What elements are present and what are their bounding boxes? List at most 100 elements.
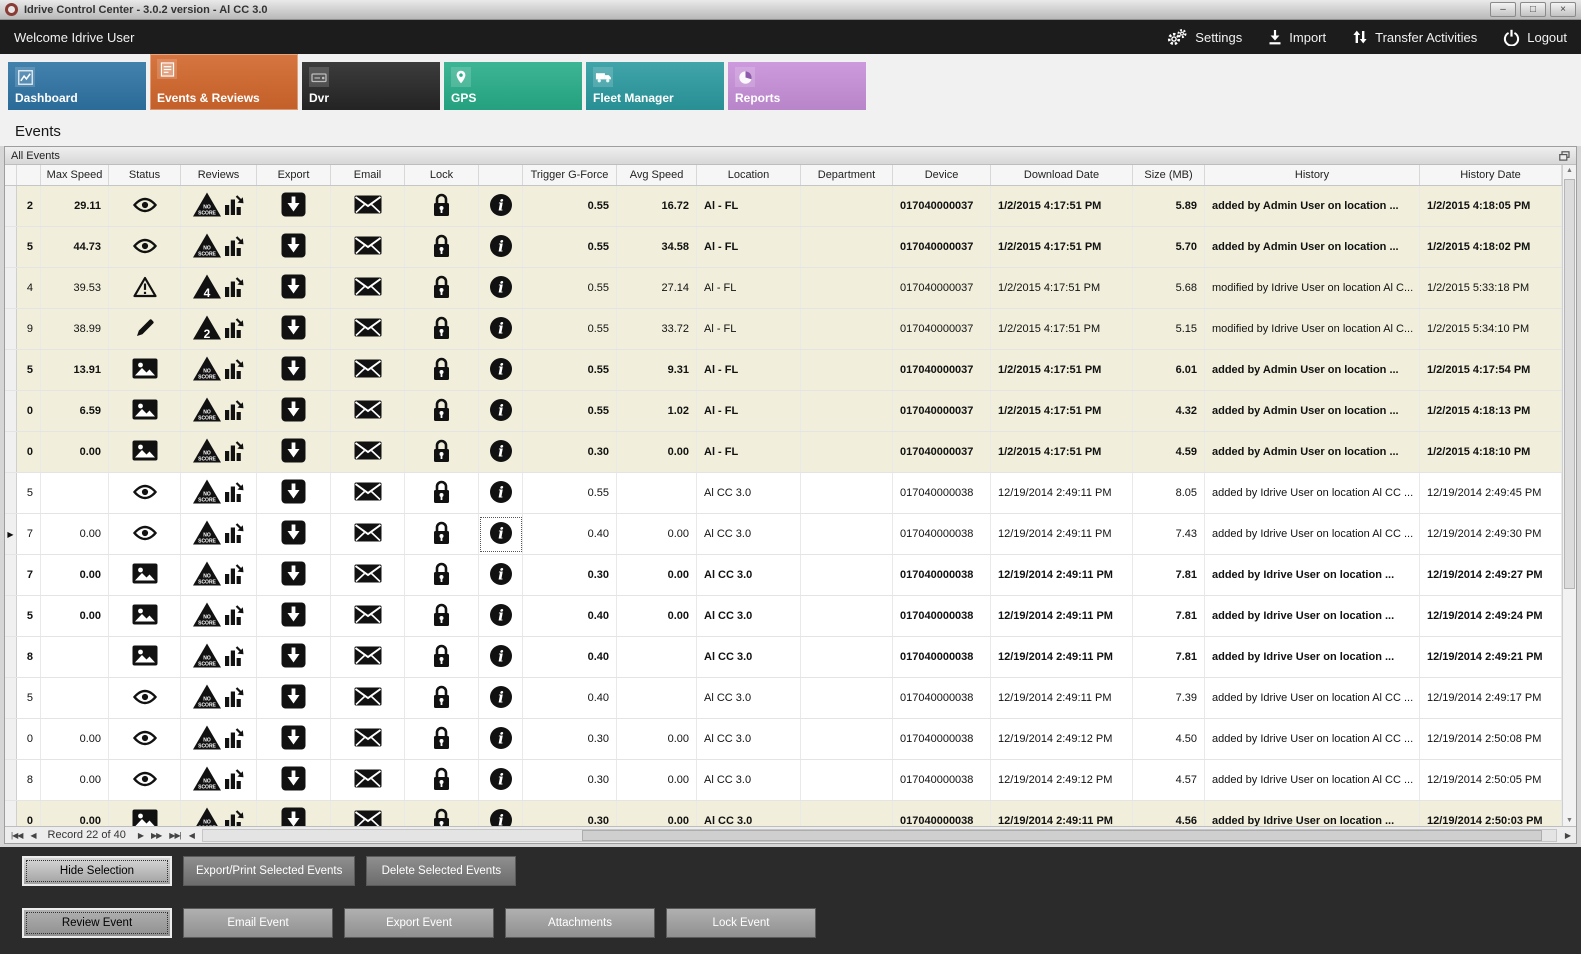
export-event-button[interactable]: Export Event <box>344 908 494 938</box>
lock-icon[interactable] <box>432 234 451 261</box>
export-icon[interactable] <box>281 397 306 425</box>
row-selector-cell[interactable] <box>5 268 17 308</box>
review-chart-icon[interactable] <box>224 481 245 506</box>
review-chart-icon[interactable] <box>224 235 245 260</box>
horizontal-scrollbar[interactable] <box>201 828 1557 842</box>
maximize-button[interactable]: □ <box>1520 2 1546 17</box>
info-cell[interactable]: i <box>479 637 523 677</box>
email-cell[interactable] <box>331 227 405 267</box>
email-cell[interactable] <box>331 432 405 472</box>
review-chart-icon[interactable] <box>224 809 245 826</box>
review-score-triangle-icon[interactable]: 2 <box>192 314 222 344</box>
review-chart-icon[interactable] <box>224 727 245 752</box>
vertical-scroll-thumb[interactable] <box>1564 179 1575 589</box>
row-selector-cell[interactable]: ▶ <box>5 514 17 554</box>
table-row[interactable]: 5 NO SCORE i 0.40 Al CC 3.0 017040000038 12/19/… <box>5 678 1562 719</box>
row-selector-cell[interactable] <box>5 801 17 826</box>
review-chart-icon[interactable] <box>224 317 245 342</box>
email-cell[interactable] <box>331 391 405 431</box>
email-envelope-icon[interactable] <box>354 441 382 463</box>
export-icon[interactable] <box>281 766 306 794</box>
export-cell[interactable] <box>257 309 331 349</box>
table-row[interactable]: 5 44.73 NO SCORE i 0.55 34.58 Al - FL 0170400000… <box>5 227 1562 268</box>
column-header-lock[interactable]: Lock <box>405 165 479 185</box>
email-envelope-icon[interactable] <box>354 523 382 545</box>
tab-events-reviews[interactable]: Events & Reviews <box>150 54 298 110</box>
reviews-cell[interactable]: 4 <box>181 268 257 308</box>
export-icon[interactable] <box>281 274 306 302</box>
info-cell[interactable]: i <box>479 596 523 636</box>
info-icon[interactable]: i <box>489 439 513 466</box>
lock-cell[interactable] <box>405 555 479 595</box>
column-header-export[interactable]: Export <box>257 165 331 185</box>
review-chart-icon[interactable] <box>224 358 245 383</box>
lock-icon[interactable] <box>432 685 451 712</box>
export-cell[interactable] <box>257 637 331 677</box>
email-envelope-icon[interactable] <box>354 687 382 709</box>
table-row[interactable]: 5 13.91 NO SCORE i 0.55 9.31 Al - FL 01704000003… <box>5 350 1562 391</box>
lock-cell[interactable] <box>405 432 479 472</box>
column-header-avg-speed[interactable]: Avg Speed <box>617 165 697 185</box>
row-selector-cell[interactable] <box>5 186 17 226</box>
lock-cell[interactable] <box>405 227 479 267</box>
row-selector-cell[interactable] <box>5 432 17 472</box>
export-cell[interactable] <box>257 473 331 513</box>
export-icon[interactable] <box>281 643 306 671</box>
email-envelope-icon[interactable] <box>354 769 382 791</box>
column-header-location[interactable]: Location <box>697 165 801 185</box>
export-cell[interactable] <box>257 555 331 595</box>
lock-cell[interactable] <box>405 760 479 800</box>
info-icon[interactable]: i <box>489 767 513 794</box>
info-cell[interactable]: i <box>479 391 523 431</box>
export-icon[interactable] <box>281 520 306 548</box>
row-selector-cell[interactable] <box>5 678 17 718</box>
table-row[interactable]: 2 29.11 NO SCORE i 0.55 16.72 Al - FL 0170400000… <box>5 186 1562 227</box>
export-icon[interactable] <box>281 684 306 712</box>
vertical-scrollbar[interactable]: ▲ ▼ <box>1562 165 1576 826</box>
lock-cell[interactable] <box>405 309 479 349</box>
last-record-button[interactable]: ▶▶| <box>169 830 181 840</box>
email-cell[interactable] <box>331 514 405 554</box>
export-icon[interactable] <box>281 233 306 261</box>
email-cell[interactable] <box>331 596 405 636</box>
lock-cell[interactable] <box>405 596 479 636</box>
info-cell[interactable]: i <box>479 227 523 267</box>
email-cell[interactable] <box>331 268 405 308</box>
tab-gps[interactable]: GPS <box>444 62 582 110</box>
export-cell[interactable] <box>257 432 331 472</box>
info-icon[interactable]: i <box>489 398 513 425</box>
review-chart-icon[interactable] <box>224 399 245 424</box>
email-envelope-icon[interactable] <box>354 728 382 750</box>
lock-icon[interactable] <box>432 726 451 753</box>
export-cell[interactable] <box>257 678 331 718</box>
tab-dvr[interactable]: Dvr <box>302 62 440 110</box>
lock-icon[interactable] <box>432 562 451 589</box>
table-row[interactable]: 0 0.00 NO SCORE i 0.30 0.00 Al - FL 017040000037… <box>5 432 1562 473</box>
table-row[interactable]: ▶ 7 0.00 NO SCORE i 0.40 0.00 Al CC 3.0 017040000… <box>5 514 1562 555</box>
review-chart-icon[interactable] <box>224 563 245 588</box>
column-header-department[interactable]: Department <box>801 165 893 185</box>
row-selector-cell[interactable] <box>5 637 17 677</box>
lock-icon[interactable] <box>432 808 451 826</box>
next-record-button[interactable]: ▶ <box>137 830 144 840</box>
review-chart-icon[interactable] <box>224 276 245 301</box>
info-cell[interactable]: i <box>479 801 523 826</box>
export-cell[interactable] <box>257 514 331 554</box>
minimize-button[interactable]: – <box>1490 2 1516 17</box>
lock-cell[interactable] <box>405 391 479 431</box>
info-icon[interactable]: i <box>489 357 513 384</box>
info-icon[interactable]: i <box>489 316 513 343</box>
column-header-email[interactable]: Email <box>331 165 405 185</box>
email-cell[interactable] <box>331 473 405 513</box>
